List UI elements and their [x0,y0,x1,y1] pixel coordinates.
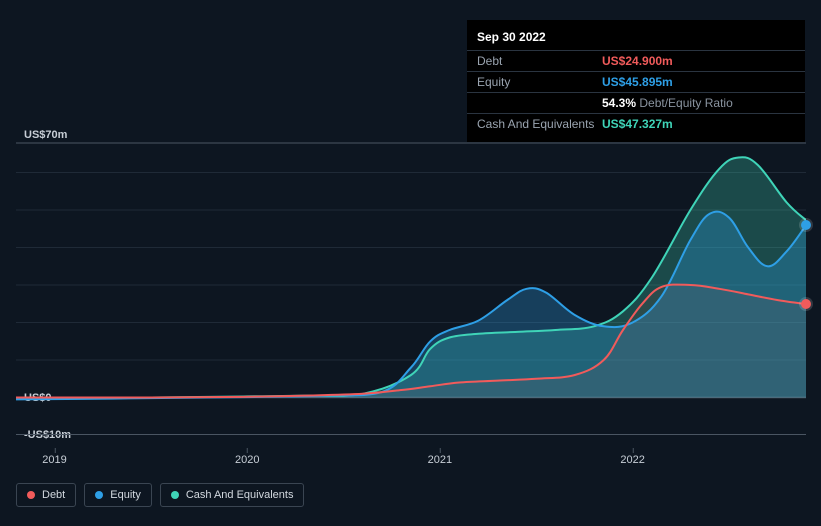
chart-legend: Debt Equity Cash And Equivalents [16,483,304,507]
x-axis: 2019 2020 2021 2022 [16,448,806,468]
plot-area [16,135,806,435]
tooltip-value: US$24.900m [602,54,673,68]
legend-label: Debt [42,489,65,501]
legend-item-equity[interactable]: Equity [84,483,152,507]
legend-item-cash[interactable]: Cash And Equivalents [160,483,305,507]
chart-tooltip: Sep 30 2022 Debt US$24.900m Equity US$45… [467,20,805,142]
tooltip-value: US$45.895m [602,75,673,89]
ratio-pct: 54.3% [602,96,636,110]
tooltip-row-equity: Equity US$45.895m [467,71,805,92]
tooltip-row-ratio: 54.3% Debt/Equity Ratio [467,92,805,113]
tooltip-ratio: 54.3% Debt/Equity Ratio [602,96,733,110]
x-tick: 2022 [620,454,644,466]
tooltip-label [477,96,602,110]
legend-dot-icon [27,491,35,499]
chart-svg [16,135,806,435]
ratio-text: Debt/Equity Ratio [636,96,733,110]
legend-item-debt[interactable]: Debt [16,483,76,507]
series-end-marker [801,220,811,230]
legend-label: Equity [110,489,141,501]
series-end-marker [801,299,811,309]
tooltip-date: Sep 30 2022 [467,28,805,50]
tooltip-label: Debt [477,54,602,68]
x-tick: 2019 [42,454,66,466]
financial-chart[interactable]: US$70m US$0 -US$10m [16,125,806,445]
tooltip-row-debt: Debt US$24.900m [467,50,805,71]
legend-label: Cash And Equivalents [186,489,294,501]
legend-dot-icon [95,491,103,499]
tooltip-label: Equity [477,75,602,89]
x-tick: 2020 [235,454,259,466]
x-tick: 2021 [428,454,452,466]
legend-dot-icon [171,491,179,499]
